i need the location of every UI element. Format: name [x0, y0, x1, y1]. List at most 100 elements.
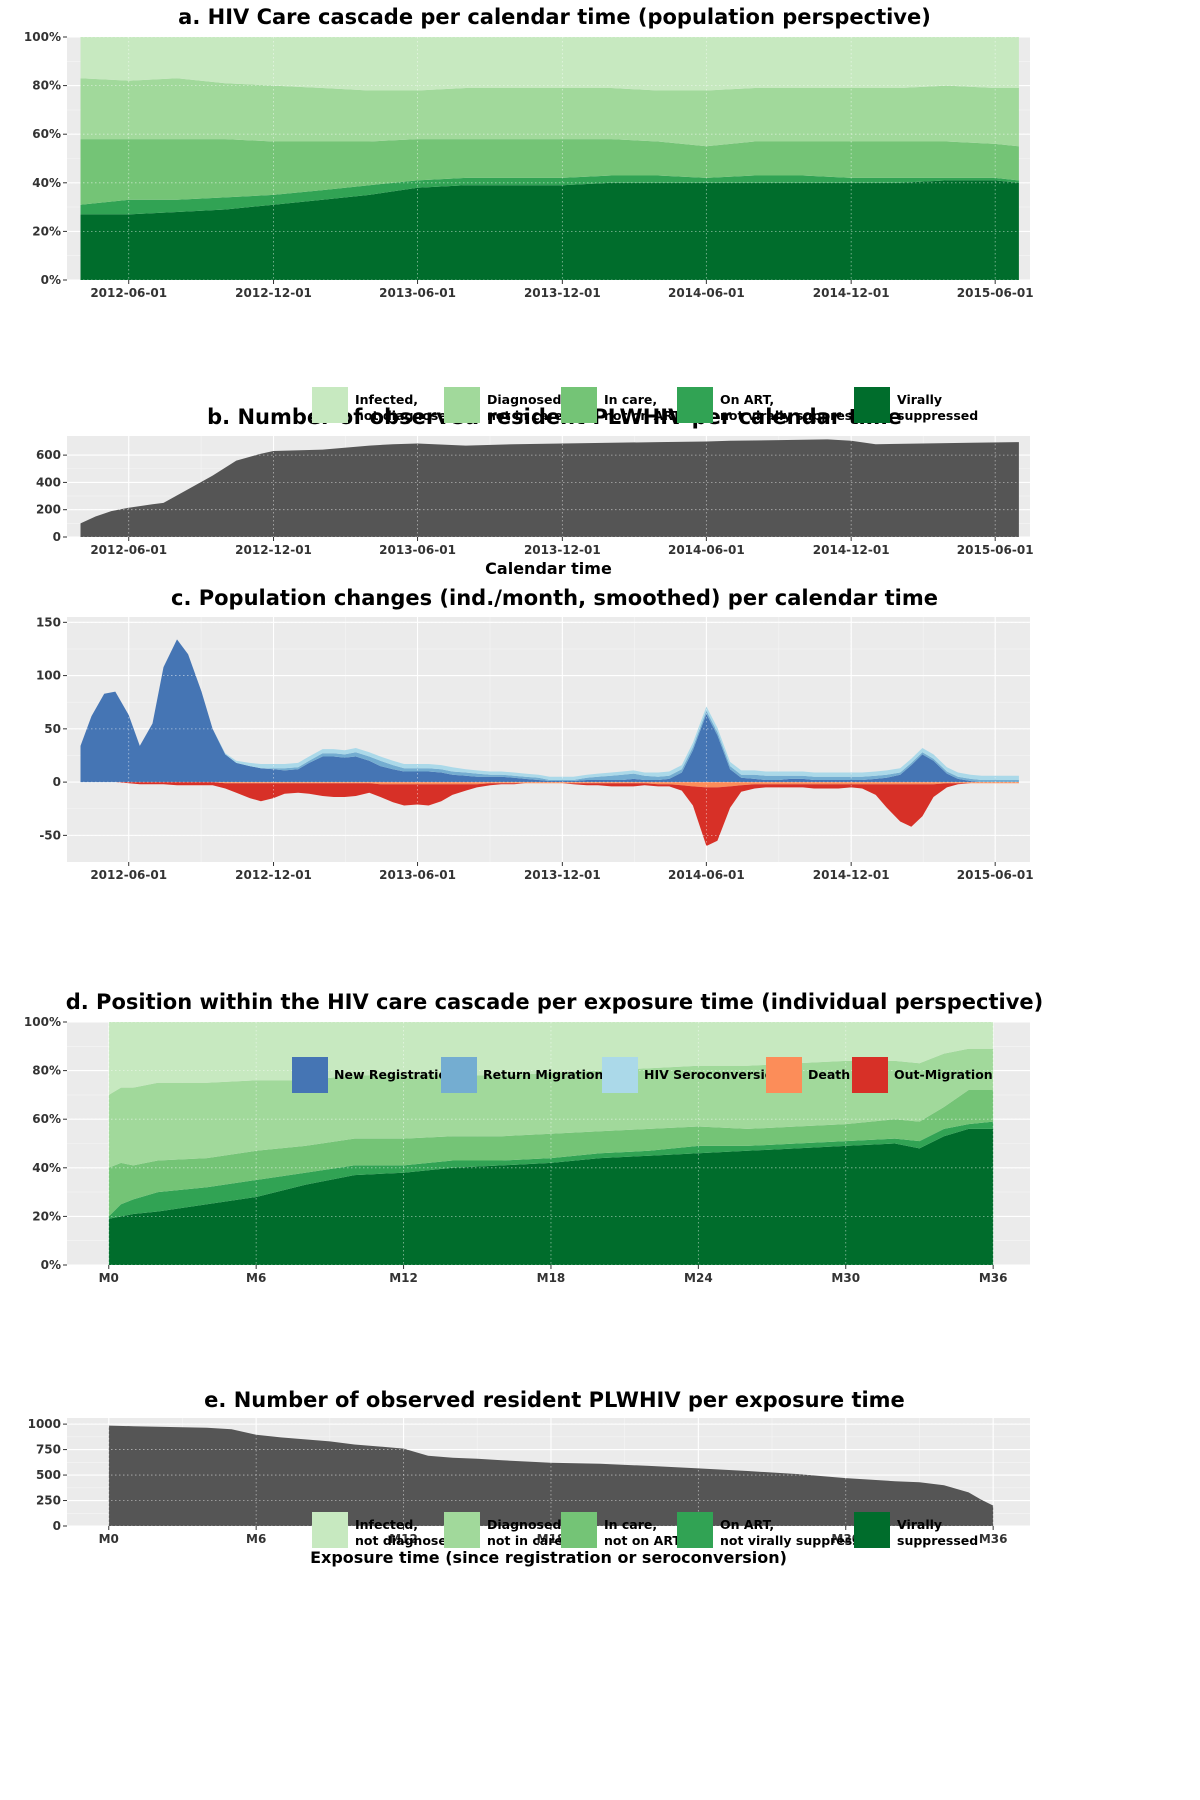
legend-label-line2: not in care [487, 1533, 563, 1548]
legend-label-line2: not diagnosed [355, 1533, 456, 1548]
chart-title-d: d. Position within the HIV care cascade … [66, 990, 1044, 1014]
area-a-diagnosed-not-in-care [80, 78, 1019, 147]
y-tick-label: 0% [41, 1258, 61, 1272]
legend-key [854, 1512, 890, 1548]
legend-label-line1: Infected, [355, 392, 418, 407]
area-a-infected-not-diagnosed [80, 37, 1019, 91]
legend-key [292, 1057, 328, 1093]
legend-label: Out-Migration [894, 1067, 993, 1082]
legend-label-line1: On ART, [720, 392, 774, 407]
x-tick-label: 2014-12-01 [813, 286, 890, 300]
legend-label-line1: Virally [897, 392, 942, 407]
y-tick-label: 500 [36, 1468, 61, 1482]
legend-key [677, 387, 713, 423]
legend-label-line1: On ART, [720, 1517, 774, 1532]
x-tick-label: 2013-12-01 [524, 543, 601, 557]
area-a-in-care-not-on-art [80, 139, 1019, 205]
x-tick-label: 2012-06-01 [90, 868, 167, 882]
legend-label-line2: not on ART [604, 408, 681, 423]
legend-label-line1: In care, [604, 1517, 657, 1532]
legend-label-line1: Diagnosed, [487, 1517, 566, 1532]
x-tick-label: M18 [537, 1532, 566, 1546]
y-tick-label: 0% [41, 273, 61, 287]
y-tick-label: 100 [36, 669, 61, 683]
legend-key [312, 387, 348, 423]
y-tick-label: 60% [32, 127, 61, 141]
legend-label: Return Migration [483, 1067, 603, 1082]
legend-key [441, 1057, 477, 1093]
area-c-death [80, 782, 1019, 788]
area-a-virally-suppressed [80, 180, 1019, 280]
x-tick-label: M6 [246, 1271, 266, 1285]
x-tick-label: 2014-06-01 [668, 543, 745, 557]
area-a-on-art-not-virally-suppressed [80, 175, 1019, 215]
x-tick-label: 2015-06-01 [957, 543, 1034, 557]
legend-label-line2: not virally suppressed [720, 1533, 877, 1548]
y-tick-label: 20% [32, 224, 61, 238]
y-tick-label: 200 [36, 503, 61, 517]
legend-label-line1: In care, [604, 392, 657, 407]
x-tick-label: M12 [389, 1271, 418, 1285]
panel-d: d. Position within the HIV care cascade … [24, 990, 1043, 1285]
y-tick-label: 100% [24, 1015, 61, 1029]
y-tick-label: 50 [44, 722, 61, 736]
x-tick-label: 2013-12-01 [524, 868, 601, 882]
y-tick-label: 150 [36, 615, 61, 629]
legend-key [852, 1057, 888, 1093]
y-tick-label: 0 [53, 775, 61, 789]
chart-title-c: c. Population changes (ind./month, smoot… [171, 586, 938, 610]
x-tick-label: 2012-12-01 [235, 286, 312, 300]
x-tick-label: 2012-12-01 [235, 868, 312, 882]
legend-label-line2: not on ART [604, 1533, 681, 1548]
x-tick-label: 2014-12-01 [813, 868, 890, 882]
y-tick-label: 20% [32, 1209, 61, 1223]
x-tick-label: M6 [246, 1532, 266, 1546]
area-b-count [80, 439, 1019, 537]
legend-key [766, 1057, 802, 1093]
legend-key [444, 1512, 480, 1548]
x-tick-label: 2013-06-01 [379, 286, 456, 300]
legend-key [312, 1512, 348, 1548]
y-tick-label: 250 [36, 1494, 61, 1508]
plot-background-c [67, 617, 1030, 862]
legend-key [444, 387, 480, 423]
legend-label-line1: Infected, [355, 1517, 418, 1532]
y-tick-label: 100% [24, 30, 61, 44]
y-tick-label: 40% [32, 176, 61, 190]
y-tick-label: 80% [32, 1064, 61, 1078]
panel-a: a. HIV Care cascade per calendar time (p… [24, 5, 1034, 300]
legend-key [602, 1057, 638, 1093]
legend-label-line2: suppressed [897, 1533, 978, 1548]
y-tick-label: -50 [39, 828, 61, 842]
x-tick-label: M0 [99, 1532, 119, 1546]
x-tick-label: 2012-12-01 [235, 543, 312, 557]
legend-label-line2: suppressed [897, 408, 978, 423]
legend-key [677, 1512, 713, 1548]
area-c-out-migration [80, 782, 1019, 846]
area-d-in-care-not-on-art [108, 1090, 994, 1217]
x-tick-label: M24 [684, 1271, 713, 1285]
legend-label: Death [808, 1067, 850, 1082]
panel-c: c. Population changes (ind./month, smoot… [36, 586, 1034, 882]
legend-label-line2: not virally suppressed [720, 408, 877, 423]
y-tick-label: 0 [53, 1519, 61, 1533]
x-tick-label: 2015-06-01 [957, 868, 1034, 882]
chart-title-e: e. Number of observed resident PLWHIV pe… [204, 1388, 905, 1412]
y-tick-label: 0 [53, 530, 61, 544]
x-axis-label-b: Calendar time [485, 559, 612, 578]
panel-e: e. Number of observed resident PLWHIV pe… [28, 1388, 1030, 1567]
x-tick-label: M36 [979, 1271, 1008, 1285]
legend-key [561, 387, 597, 423]
x-tick-label: 2012-06-01 [90, 543, 167, 557]
legend-key [854, 387, 890, 423]
legend-label: HIV Seroconversion [644, 1067, 782, 1082]
x-tick-label: M12 [389, 1532, 418, 1546]
x-tick-label: 2015-06-01 [957, 286, 1034, 300]
x-tick-label: 2014-06-01 [668, 286, 745, 300]
x-tick-label: M30 [831, 1532, 860, 1546]
cascade-legend-d: Infected,not diagnosed Diagnosed,not in c… [312, 1512, 978, 1548]
legend-label-line1: Diagnosed, [487, 392, 566, 407]
area-d-virally-suppressed [108, 1128, 994, 1265]
y-tick-label: 600 [36, 448, 61, 462]
